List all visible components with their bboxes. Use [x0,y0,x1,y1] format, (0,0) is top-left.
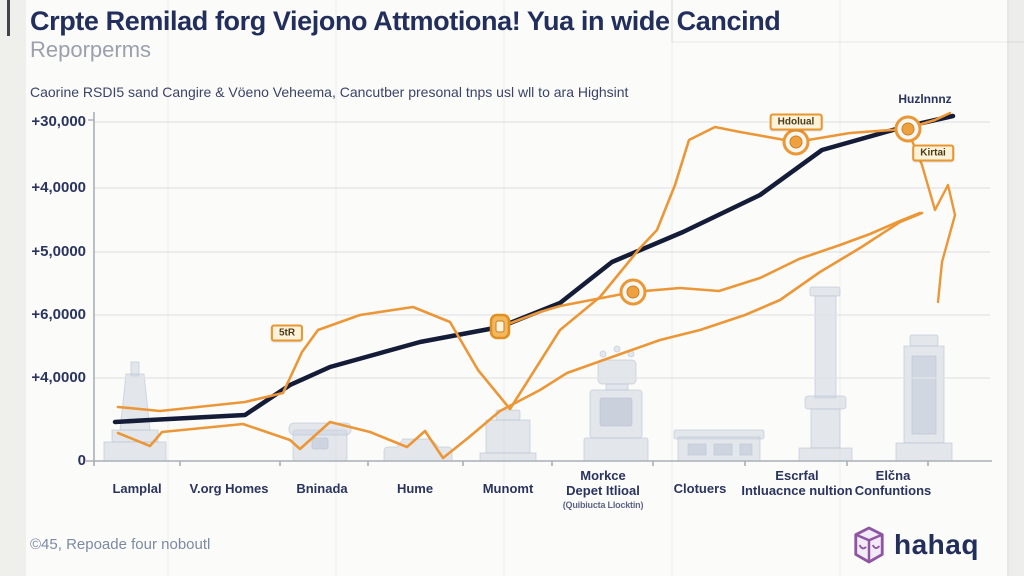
chart-description: Caorine RSDI5 sand Cangire & Vöeno Vehee… [30,84,629,100]
y-tick-label: +5,0000 [31,243,86,260]
top-left-edge-mark [7,0,10,36]
city-skyline-silhouette [103,286,953,462]
series-line-orange-b [498,211,922,329]
x-category-label-line: Hume [396,481,434,496]
x-category-label: Clotuers [674,468,727,496]
x-category-label-line: Confuntions [854,483,932,498]
left-edge-strip [0,0,26,576]
series-line-orange-kiriai-branch [906,129,957,304]
annotation-badge: Kirtai [912,144,954,162]
page-footer: ©45, Repoade four noboutl hahaq [0,520,1024,576]
building-tower [895,334,953,462]
x-category-label-line: Elčna [875,468,911,483]
x-category-label: V.org Homes [190,468,269,496]
chart-header: Crpte Remilad forg Viejono Attmotiona! Y… [30,6,1010,100]
building-monument [479,409,537,462]
chart-axes [86,112,992,466]
y-tick-label: +6,0000 [31,306,86,323]
building-chest [288,422,352,462]
building-skyscraper [798,286,853,462]
x-category-label: Hume [397,468,433,496]
x-category-label: Morkce Depet Itlioal (Quibiucta Llocktin) [563,468,644,513]
x-category-label: Munomt [483,468,534,496]
brand-logo-text: hahaq [894,529,979,560]
page-subtitle: Reporperms [30,37,152,62]
donut-marker-icon [894,115,922,143]
x-category-label-line: Munomt [482,481,534,496]
cube-logo-icon [854,526,884,564]
x-category-sublabel: (Quibiucta Llocktin) [562,500,644,510]
x-category-label-line: Morkce [580,468,626,483]
annotation-badge: 5tR [270,324,304,342]
donut-marker-icon [619,278,647,306]
x-category-label-line: Bninada [296,481,348,496]
x-category-label: Lamplal [112,468,161,496]
donut-marker-core [626,285,640,299]
copyright-note: ©45, Repoade four noboutl [30,536,211,553]
y-tick-label: +30,000 [31,113,86,130]
series-line-orange-c [116,211,924,460]
shield-marker-icon [489,313,511,340]
x-category-label-line: Depet Itlioal [566,483,640,498]
right-edge-strip [1007,0,1024,576]
shield-marker-glyph [495,320,505,333]
building-low-hall [673,429,765,462]
series-markers [489,115,922,340]
donut-marker-icon [782,128,810,156]
x-category-label: Escrfal Intluacnce nultion [741,468,852,498]
x-category-label-line: Lamplal [112,481,162,496]
y-tick-label: 0 [77,452,86,469]
x-category-label: Bninada [296,468,347,496]
donut-marker-core [901,122,915,136]
x-category-label-line: V.org Homes [189,481,269,496]
x-category-label-line: Clotuers [673,481,727,496]
annotation-badge: Hdolual [769,113,823,131]
brand-logo: hahaq [852,526,979,564]
annotation-text: Huzlnnnz [898,92,952,106]
x-category-label-line: Escrfal [775,468,819,483]
y-tick-label: +4,0000 [31,179,86,196]
x-category-label-line: Intluacnce nultion [741,483,853,498]
page-title: Crpte Remilad forg Viejono Attmotiona! Y… [30,6,781,36]
x-category-label: Elčna Confuntions [855,468,932,498]
horizontal-gridlines [94,121,990,379]
donut-marker-core [789,135,803,149]
y-tick-label: +4,0000 [31,369,86,386]
